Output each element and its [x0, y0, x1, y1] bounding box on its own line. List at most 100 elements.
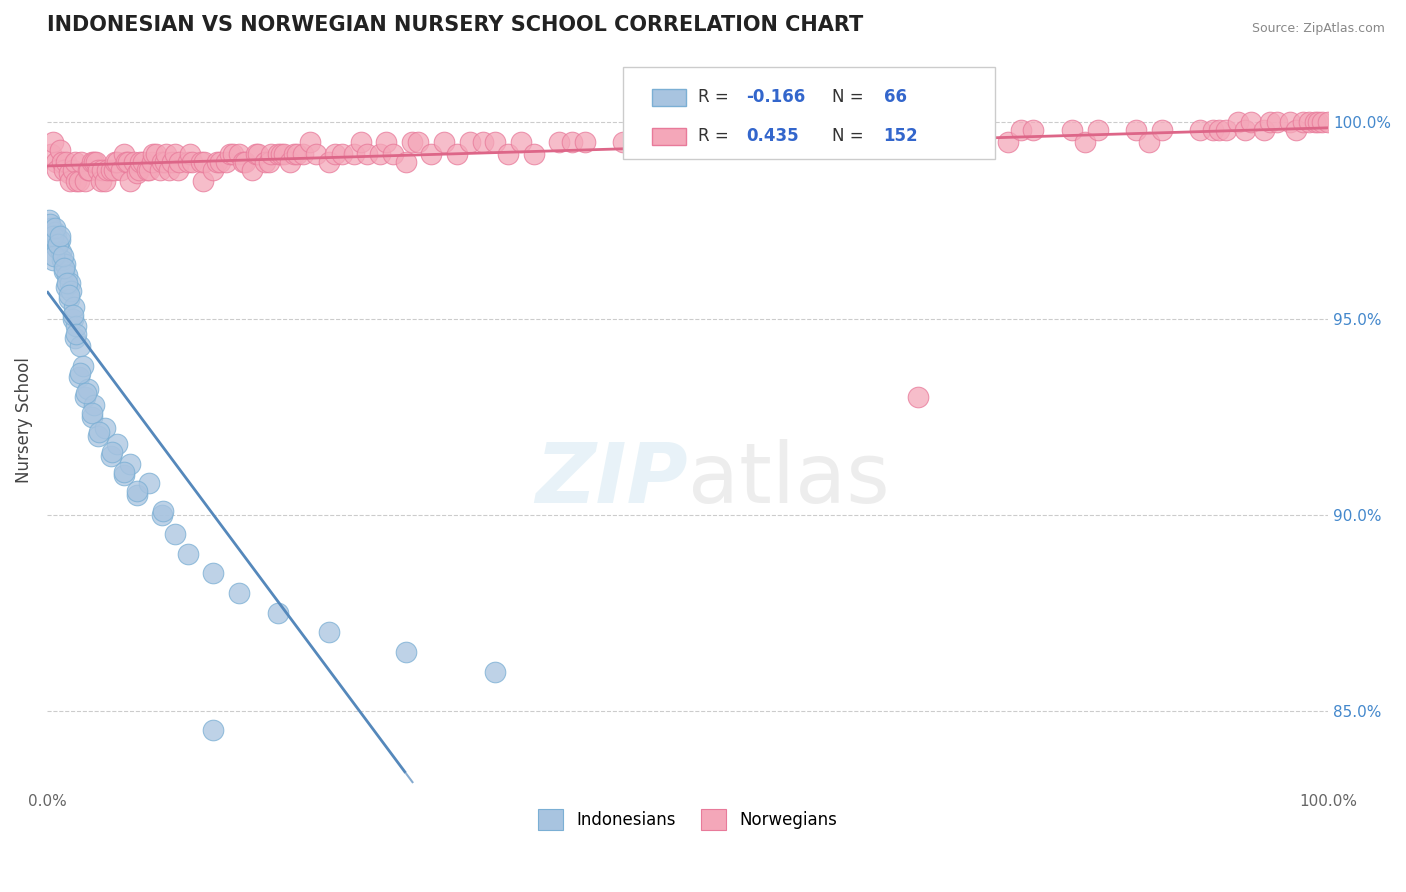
Point [253, 154, 276, 169]
Point [55, 154, 77, 169]
Point [330, 146, 353, 161]
Point [945, 135, 967, 149]
Point [167, 154, 190, 169]
Point [1087, 123, 1109, 137]
Point [1188, 123, 1211, 137]
Point [408, 135, 430, 149]
Point [62, 308, 84, 322]
Text: R =: R = [697, 128, 734, 145]
Point [932, 123, 955, 137]
Point [907, 390, 929, 404]
Point [96, 162, 118, 177]
Point [150, 508, 173, 522]
Point [202, 566, 225, 581]
Point [58, 166, 80, 180]
Point [48, 233, 70, 247]
Point [869, 135, 891, 149]
Point [894, 123, 917, 137]
Point [323, 146, 346, 161]
Point [484, 135, 506, 149]
Point [141, 154, 163, 169]
Point [48, 143, 70, 157]
Point [135, 162, 157, 177]
Point [202, 162, 225, 177]
Point [1208, 123, 1230, 137]
Point [232, 154, 254, 169]
Point [80, 154, 103, 169]
Point [105, 437, 128, 451]
Point [45, 154, 67, 169]
Point [368, 146, 391, 161]
Point [120, 174, 142, 188]
Point [145, 146, 167, 161]
Point [689, 135, 711, 149]
Point [42, 135, 65, 149]
Point [957, 123, 980, 137]
Point [45, 229, 67, 244]
Point [245, 146, 267, 161]
Point [115, 154, 138, 169]
Point [138, 476, 160, 491]
Point [59, 174, 82, 188]
Point [741, 135, 763, 149]
Point [163, 146, 186, 161]
Point [142, 146, 165, 161]
Point [202, 723, 225, 738]
Point [1125, 123, 1147, 137]
Point [84, 154, 107, 169]
Point [285, 146, 308, 161]
Point [53, 257, 76, 271]
Point [138, 162, 160, 177]
Point [112, 468, 135, 483]
Point [882, 123, 904, 137]
Point [484, 665, 506, 679]
Point [270, 146, 292, 161]
Point [77, 162, 100, 177]
Point [77, 382, 100, 396]
Point [612, 135, 634, 149]
Point [112, 146, 135, 161]
Point [179, 146, 201, 161]
Point [103, 162, 125, 177]
Point [63, 154, 86, 169]
Point [278, 154, 301, 169]
Point [157, 162, 180, 177]
Point [273, 146, 295, 161]
Point [39, 218, 62, 232]
Point [93, 421, 115, 435]
Point [100, 445, 122, 459]
Point [62, 311, 84, 326]
Point [65, 319, 87, 334]
Point [104, 154, 127, 169]
Point [49, 229, 72, 244]
Point [149, 162, 172, 177]
Point [180, 154, 202, 169]
Point [219, 146, 242, 161]
Point [91, 162, 114, 177]
Point [132, 154, 155, 169]
Point [58, 288, 80, 302]
Point [42, 252, 65, 267]
Point [105, 154, 128, 169]
Point [120, 457, 142, 471]
Point [100, 162, 122, 177]
Point [350, 135, 373, 149]
Text: Source: ZipAtlas.com: Source: ZipAtlas.com [1251, 22, 1385, 36]
Text: 0.435: 0.435 [747, 128, 799, 145]
Point [48, 237, 70, 252]
Point [318, 625, 340, 640]
Point [240, 162, 263, 177]
Point [62, 162, 84, 177]
Point [1291, 115, 1313, 129]
FancyBboxPatch shape [651, 128, 686, 145]
Point [1260, 115, 1282, 129]
Point [75, 386, 97, 401]
Point [82, 406, 104, 420]
Point [1060, 123, 1083, 137]
Point [46, 237, 69, 252]
Point [375, 135, 398, 149]
Point [87, 429, 110, 443]
Point [804, 123, 827, 137]
Point [1310, 115, 1333, 129]
Point [420, 146, 443, 161]
